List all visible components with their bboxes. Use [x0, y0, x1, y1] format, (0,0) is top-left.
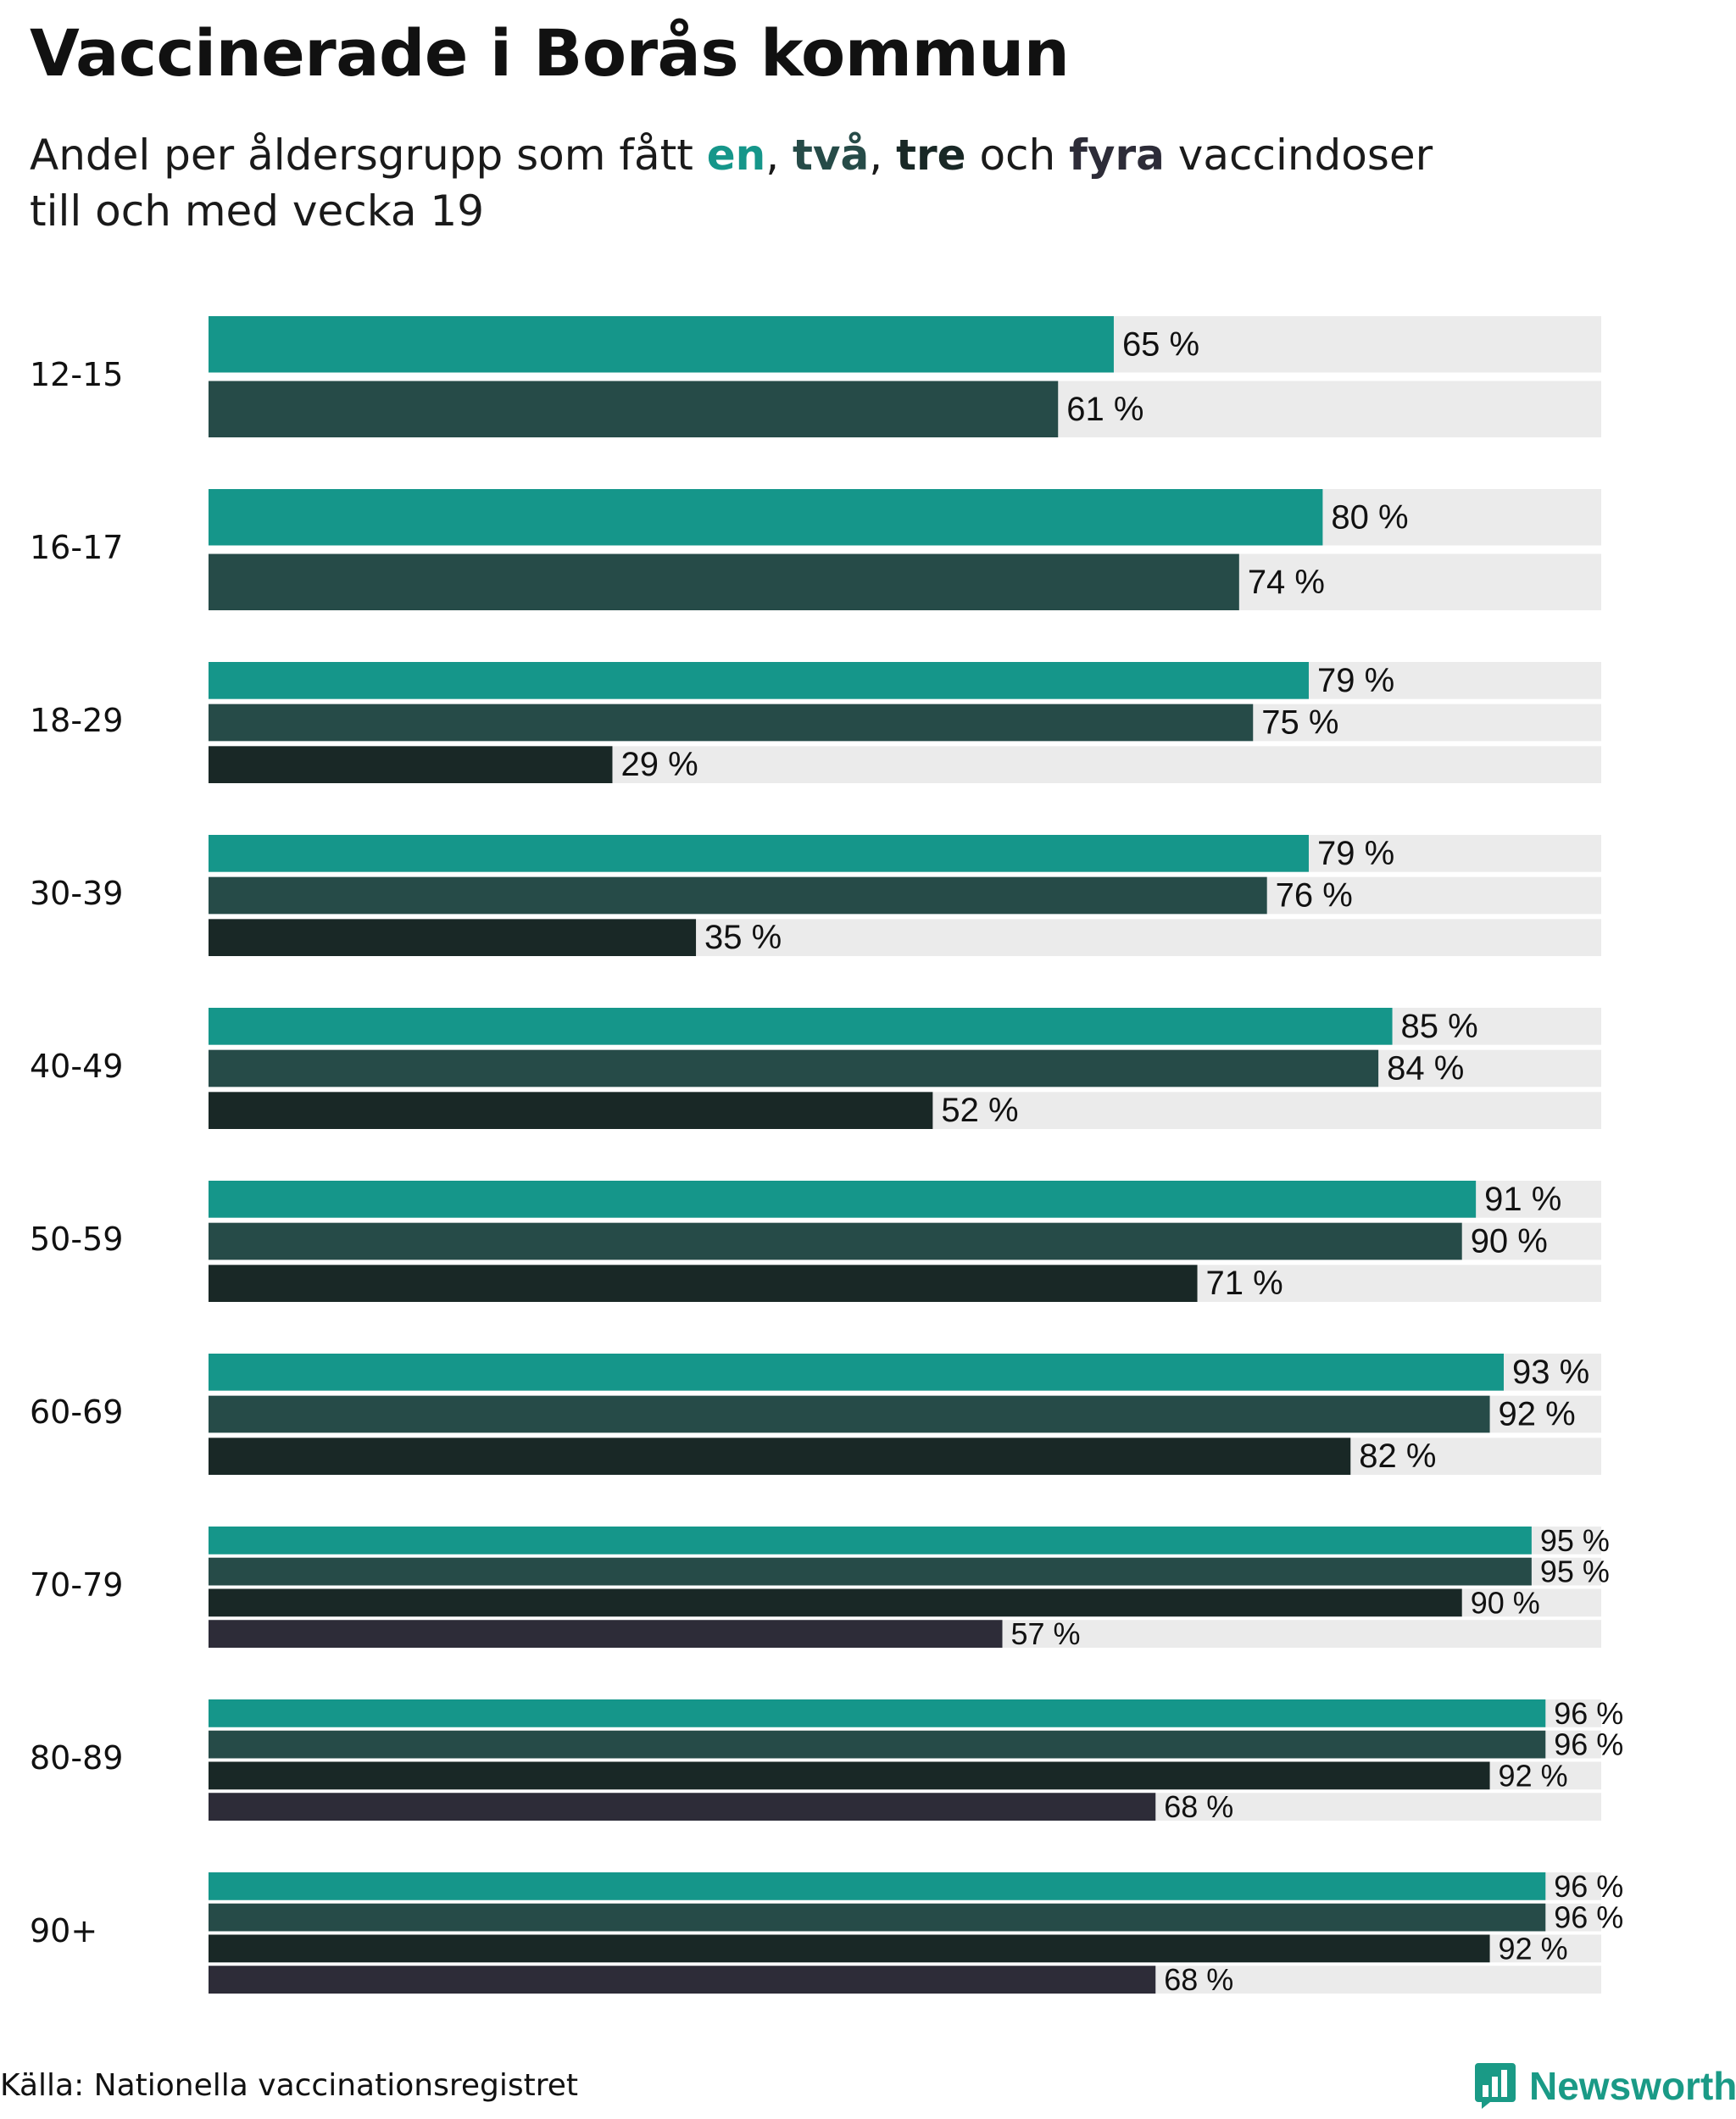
bar-dose-2	[209, 1395, 1490, 1433]
data-label: 96 %	[1554, 1696, 1623, 1731]
subtitle-och: och	[965, 131, 1070, 180]
data-label: 95 %	[1540, 1523, 1610, 1558]
data-label: 76 %	[1276, 877, 1353, 915]
bar-dose-1	[209, 1872, 1546, 1900]
source-note: Källa: Nationella vaccinationsregistret	[0, 2068, 578, 2103]
subtitle-suffix: vaccindoser	[1164, 131, 1433, 180]
bar-dose-2	[209, 553, 1239, 610]
age-group-label: 30-39	[30, 875, 123, 912]
data-label: 80 %	[1331, 498, 1408, 536]
data-label: 95 %	[1540, 1554, 1610, 1589]
newsworthy-logo: Newsworthy	[1473, 2061, 1736, 2111]
data-label: 68 %	[1164, 1962, 1233, 1997]
age-group-label: 12-15	[30, 356, 123, 393]
bar-dose-4	[209, 1620, 1003, 1648]
bar-dose-4	[209, 1793, 1156, 1821]
bar-dose-2	[209, 704, 1254, 742]
bar-dose-1	[209, 316, 1114, 373]
data-label: 92 %	[1499, 1758, 1568, 1793]
age-group-label: 16-17	[30, 529, 123, 566]
subtitle-dose-fyra: fyra	[1069, 131, 1165, 180]
bar-dose-1	[209, 1699, 1546, 1727]
data-label: 61 %	[1066, 391, 1143, 428]
bar-dose-3	[209, 746, 613, 783]
data-label: 82 %	[1359, 1438, 1436, 1475]
data-label: 92 %	[1499, 1931, 1568, 1966]
data-label: 35 %	[704, 919, 782, 956]
data-label: 79 %	[1317, 662, 1394, 699]
data-label: 52 %	[941, 1092, 1018, 1129]
bar-dose-3	[209, 1934, 1490, 1963]
age-group-label: 80-89	[30, 1739, 123, 1777]
bar-dose-3	[209, 1265, 1198, 1302]
bar-dose-1	[209, 1527, 1532, 1554]
bar-dose-3	[209, 1438, 1351, 1475]
data-label: 74 %	[1248, 564, 1325, 601]
bar-dose-2	[209, 1557, 1532, 1586]
data-label: 90 %	[1471, 1585, 1540, 1620]
subtitle-prefix: Andel per åldersgrupp som fått	[30, 131, 707, 180]
data-label: 84 %	[1387, 1050, 1464, 1087]
subtitle-dose-tva: två	[793, 131, 870, 180]
age-group-label: 70-79	[30, 1566, 123, 1604]
age-group-label: 50-59	[30, 1221, 123, 1258]
bar-dose-3	[209, 1761, 1490, 1790]
data-label: 93 %	[1512, 1354, 1589, 1391]
age-group-label: 40-49	[30, 1048, 123, 1085]
age-group-label: 18-29	[30, 702, 123, 739]
data-label: 92 %	[1499, 1396, 1576, 1433]
bar-dose-1	[209, 1181, 1477, 1218]
data-label: 91 %	[1484, 1181, 1561, 1218]
bar-dose-2	[209, 1049, 1379, 1087]
bar-dose-4	[209, 1966, 1156, 1994]
bar-dose-2	[209, 381, 1059, 437]
bar-dose-1	[209, 835, 1309, 872]
bar-chart-icon	[1475, 2063, 1516, 2109]
chart-title: Vaccinerade i Borås kommun	[30, 15, 1070, 91]
bar-dose-1	[209, 1354, 1504, 1391]
bar-dose-1	[209, 489, 1323, 546]
bar-dose-1	[209, 1008, 1393, 1045]
subtitle-dose-en: en	[706, 131, 766, 180]
chart-subtitle: Andel per åldersgrupp som fått en, två, …	[30, 127, 1433, 239]
data-label: 75 %	[1261, 704, 1338, 742]
subtitle-comma-2: ,	[869, 131, 897, 180]
subtitle-dose-tre: tre	[896, 131, 966, 180]
bar-dose-2	[209, 1730, 1546, 1759]
bar-chart: 12-15 65 % 61 % 16-17 80 %74 % 18-29 79 % 75 % 2…	[30, 316, 1623, 1997]
data-label: 29 %	[620, 746, 698, 783]
data-label: 90 %	[1471, 1223, 1548, 1260]
bar-dose-1	[209, 662, 1309, 699]
bar-dose-3	[209, 1092, 933, 1129]
age-group-label: 60-69	[30, 1393, 123, 1431]
data-label: 65 %	[1122, 325, 1199, 363]
subtitle-line-2: till och med vecka 19	[30, 186, 485, 236]
logo-text: Newsworthy	[1529, 2064, 1736, 2108]
data-label: 85 %	[1401, 1008, 1478, 1045]
data-label: 71 %	[1206, 1265, 1283, 1302]
data-label: 79 %	[1317, 835, 1394, 872]
bar-dose-3	[209, 1588, 1462, 1617]
bar-dose-2	[209, 1903, 1546, 1932]
age-group-label: 90+	[30, 1912, 97, 1949]
bar-dose-2	[209, 1222, 1462, 1260]
bar-dose-3	[209, 919, 697, 956]
data-label: 68 %	[1164, 1789, 1233, 1824]
data-label: 96 %	[1554, 1900, 1623, 1935]
subtitle-line-1: Andel per åldersgrupp som fått en, två, …	[30, 127, 1433, 183]
data-label: 96 %	[1554, 1869, 1623, 1904]
subtitle-comma-1: ,	[765, 131, 793, 180]
data-label: 96 %	[1554, 1727, 1623, 1762]
bar-dose-2	[209, 876, 1267, 915]
data-label: 57 %	[1011, 1616, 1081, 1651]
